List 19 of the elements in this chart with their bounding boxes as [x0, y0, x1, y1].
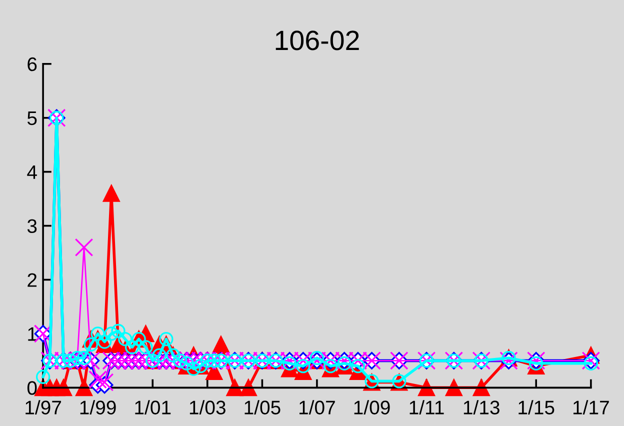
chart-title: 106-02	[276, 30, 359, 50]
x-tick-label: 1/01	[135, 400, 171, 414]
x-tick-label: 1/07	[300, 400, 335, 414]
x-tick-label: 1/15	[518, 400, 554, 414]
y-tick-label: 0	[27, 381, 37, 395]
x-tick-label: 1/05	[244, 400, 280, 414]
x-tick-label: 1/97	[26, 400, 62, 414]
y-tick-label: 1	[28, 327, 37, 341]
x-tick-label: 1/99	[80, 400, 116, 414]
y-tick-label: 2	[28, 273, 37, 287]
x-tick-label: 1/11	[410, 400, 444, 414]
y-tick-label: 3	[27, 219, 37, 234]
x-tick-label: 1/17	[573, 400, 609, 414]
y-tick-label: 6	[28, 57, 37, 72]
x-tick-label: 1/13	[464, 400, 500, 414]
y-tick-label: 4	[27, 165, 37, 179]
x-tick-label: 1/09	[354, 400, 390, 414]
x-tick-label: 1/03	[190, 400, 226, 414]
y-tick-label: 5	[27, 112, 37, 126]
